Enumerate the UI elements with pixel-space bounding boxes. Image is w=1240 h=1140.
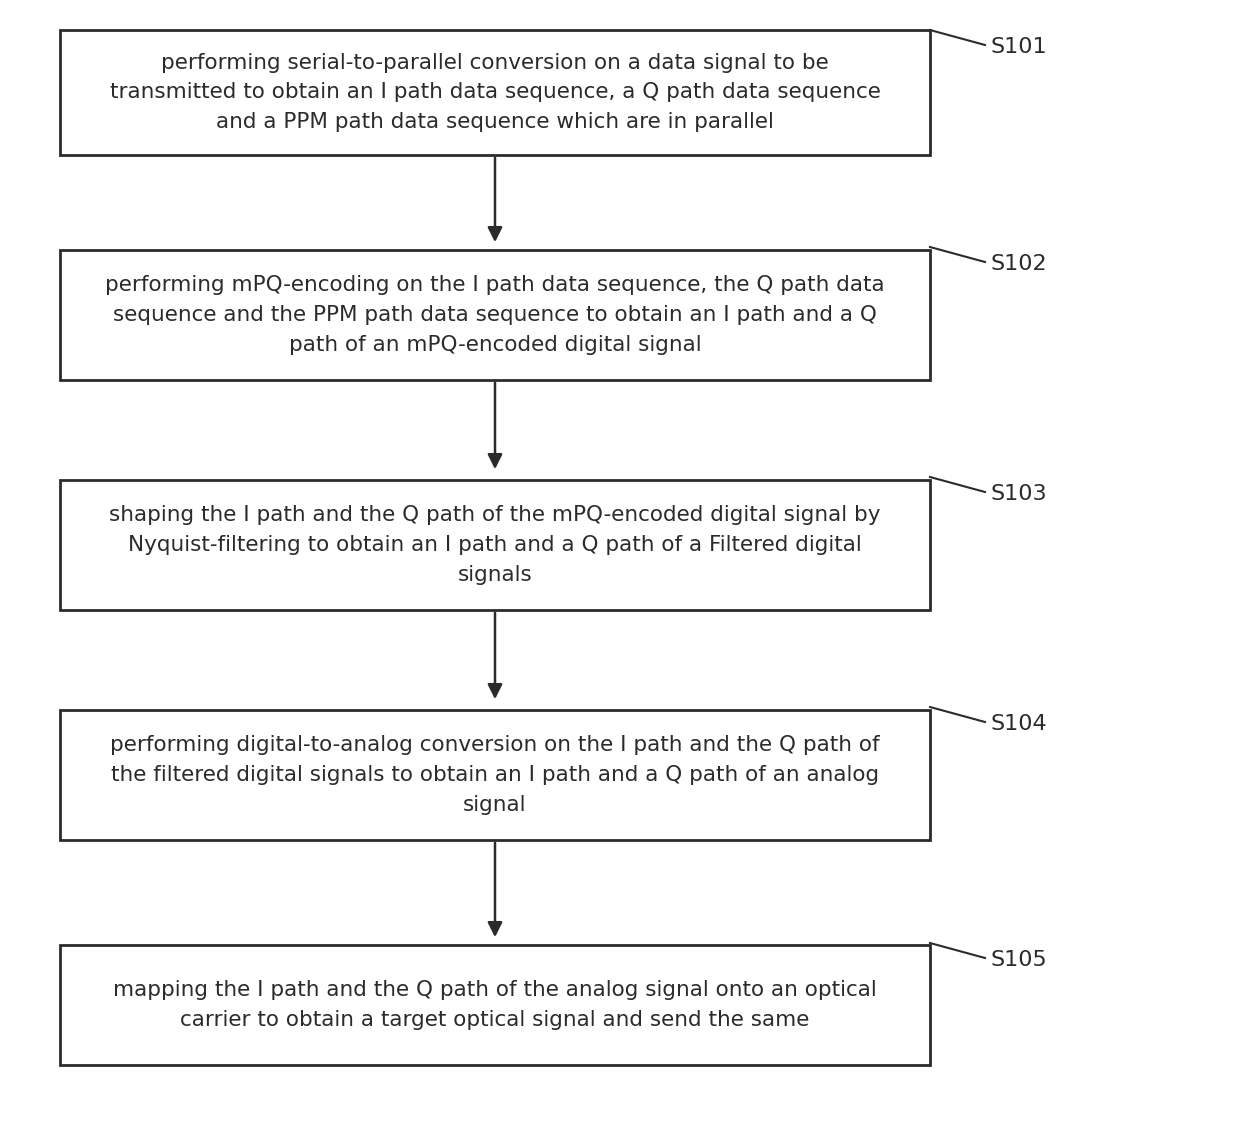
Text: S101: S101 — [990, 36, 1047, 57]
Text: S105: S105 — [990, 950, 1047, 970]
Text: performing digital-to-analog conversion on the I path and the Q path of
the filt: performing digital-to-analog conversion … — [110, 735, 880, 815]
Bar — [60, 480, 930, 610]
Text: S104: S104 — [990, 714, 1047, 734]
Text: S102: S102 — [990, 254, 1047, 274]
Text: S103: S103 — [990, 484, 1047, 504]
Text: performing mPQ-encoding on the I path data sequence, the Q path data
sequence an: performing mPQ-encoding on the I path da… — [105, 276, 885, 355]
Text: shaping the I path and the Q path of the mPQ-encoded digital signal by
Nyquist-f: shaping the I path and the Q path of the… — [109, 505, 880, 585]
Bar — [60, 945, 930, 1065]
Bar — [60, 30, 930, 155]
Bar — [60, 250, 930, 380]
Text: mapping the I path and the Q path of the analog signal onto an optical
carrier t: mapping the I path and the Q path of the… — [113, 980, 877, 1029]
Text: performing serial-to-parallel conversion on a data signal to be
transmitted to o: performing serial-to-parallel conversion… — [109, 52, 880, 132]
Bar — [60, 710, 930, 840]
